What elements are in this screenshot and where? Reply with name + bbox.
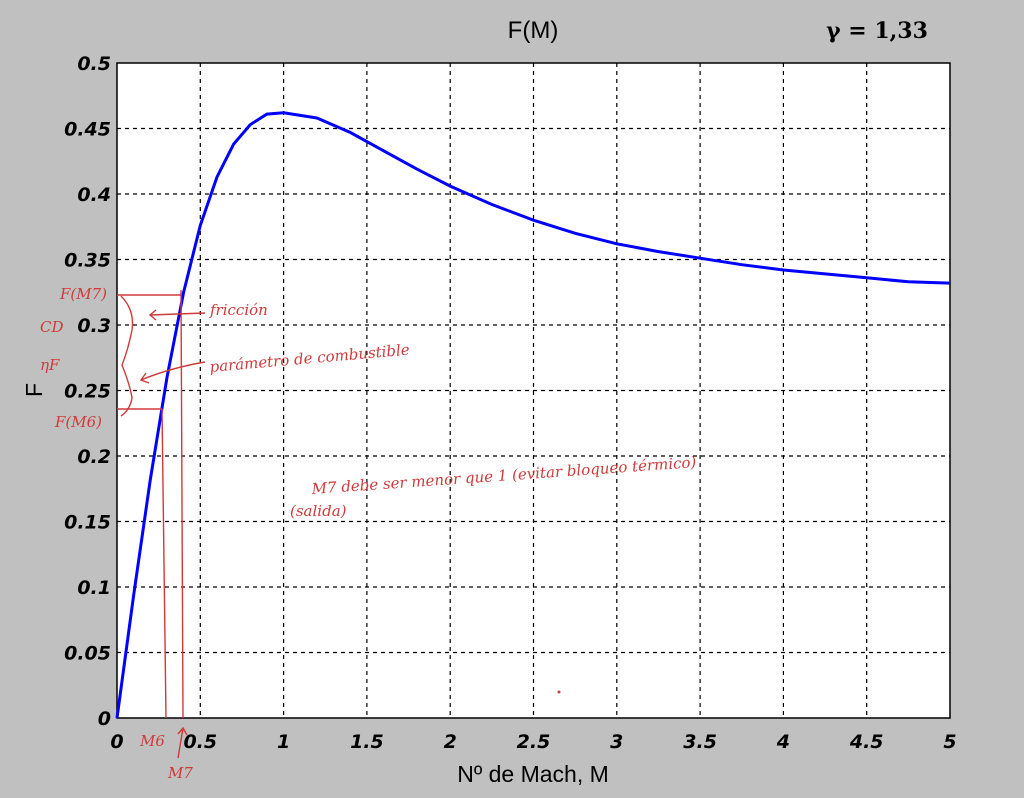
salida-annotation: (salida): [290, 502, 347, 520]
chart-title: F(M): [508, 17, 559, 44]
y-tick-label: 0.05: [64, 643, 111, 665]
handwritten-annotations: [117, 289, 206, 759]
f-m7-annotation: F(M7): [59, 285, 107, 303]
gamma-label: γ = 1,33: [826, 18, 928, 44]
friccion-arrow: [148, 309, 206, 321]
y-tick-label: 0.1: [77, 577, 111, 599]
cd-annotation: CD: [40, 318, 64, 336]
y-tick-label: 0.45: [64, 119, 111, 141]
y-tick-label: 0.4: [77, 184, 111, 206]
friccion-annotation: fricción: [209, 301, 268, 319]
x-tick-label: 4.5: [849, 731, 884, 753]
x-tick-label: 0: [110, 731, 123, 753]
y-tick-label: 0.2: [77, 446, 111, 468]
m6-axis-annotation: M6: [139, 732, 165, 750]
x-tick-label: 0.5: [183, 731, 217, 753]
y-tick-label: 0.35: [64, 250, 111, 272]
x-axis-label: Nº de Mach, M: [457, 761, 609, 787]
plot-frame: [116, 62, 951, 719]
x-tick-label: 3: [610, 731, 623, 753]
grid: [117, 63, 950, 718]
x-tick-label: 4: [776, 731, 790, 753]
y-tick-label: 0.25: [64, 381, 111, 403]
y-tick-label: 0.15: [64, 512, 111, 534]
x-tick-label: 1.5: [350, 731, 384, 753]
tick-labels: 0 0.5 1 1.5 2 2.5 3 3.5 4 4.5 5 0 0.05 0.1 0.15 0.2 0.25…: [64, 53, 957, 753]
y-axis-label: F: [21, 383, 47, 397]
x-tick-label: 3.5: [683, 731, 717, 753]
y-tick-label: 0.3: [77, 315, 111, 337]
m7-arrow: [177, 726, 188, 759]
brace: [120, 295, 134, 417]
m7-axis-annotation: M7: [167, 764, 193, 782]
y-tick-label: 0.5: [77, 53, 111, 75]
m6-vertical-line: [161, 408, 167, 719]
series-line: [115, 111, 951, 719]
x-tick-label: 2: [444, 731, 457, 753]
x-tick-label: 2.5: [517, 731, 551, 753]
f-m6-annotation: F(M6): [54, 413, 102, 431]
x-tick-label: 5: [943, 731, 956, 753]
eta-annotation: ηF: [40, 356, 60, 374]
m7-vertical-line: [180, 289, 184, 719]
x-tick-label: 1: [277, 731, 290, 753]
y-tick-label: 0: [98, 708, 111, 730]
stray-dot: [557, 690, 561, 694]
parametro-arrow: [139, 361, 206, 384]
